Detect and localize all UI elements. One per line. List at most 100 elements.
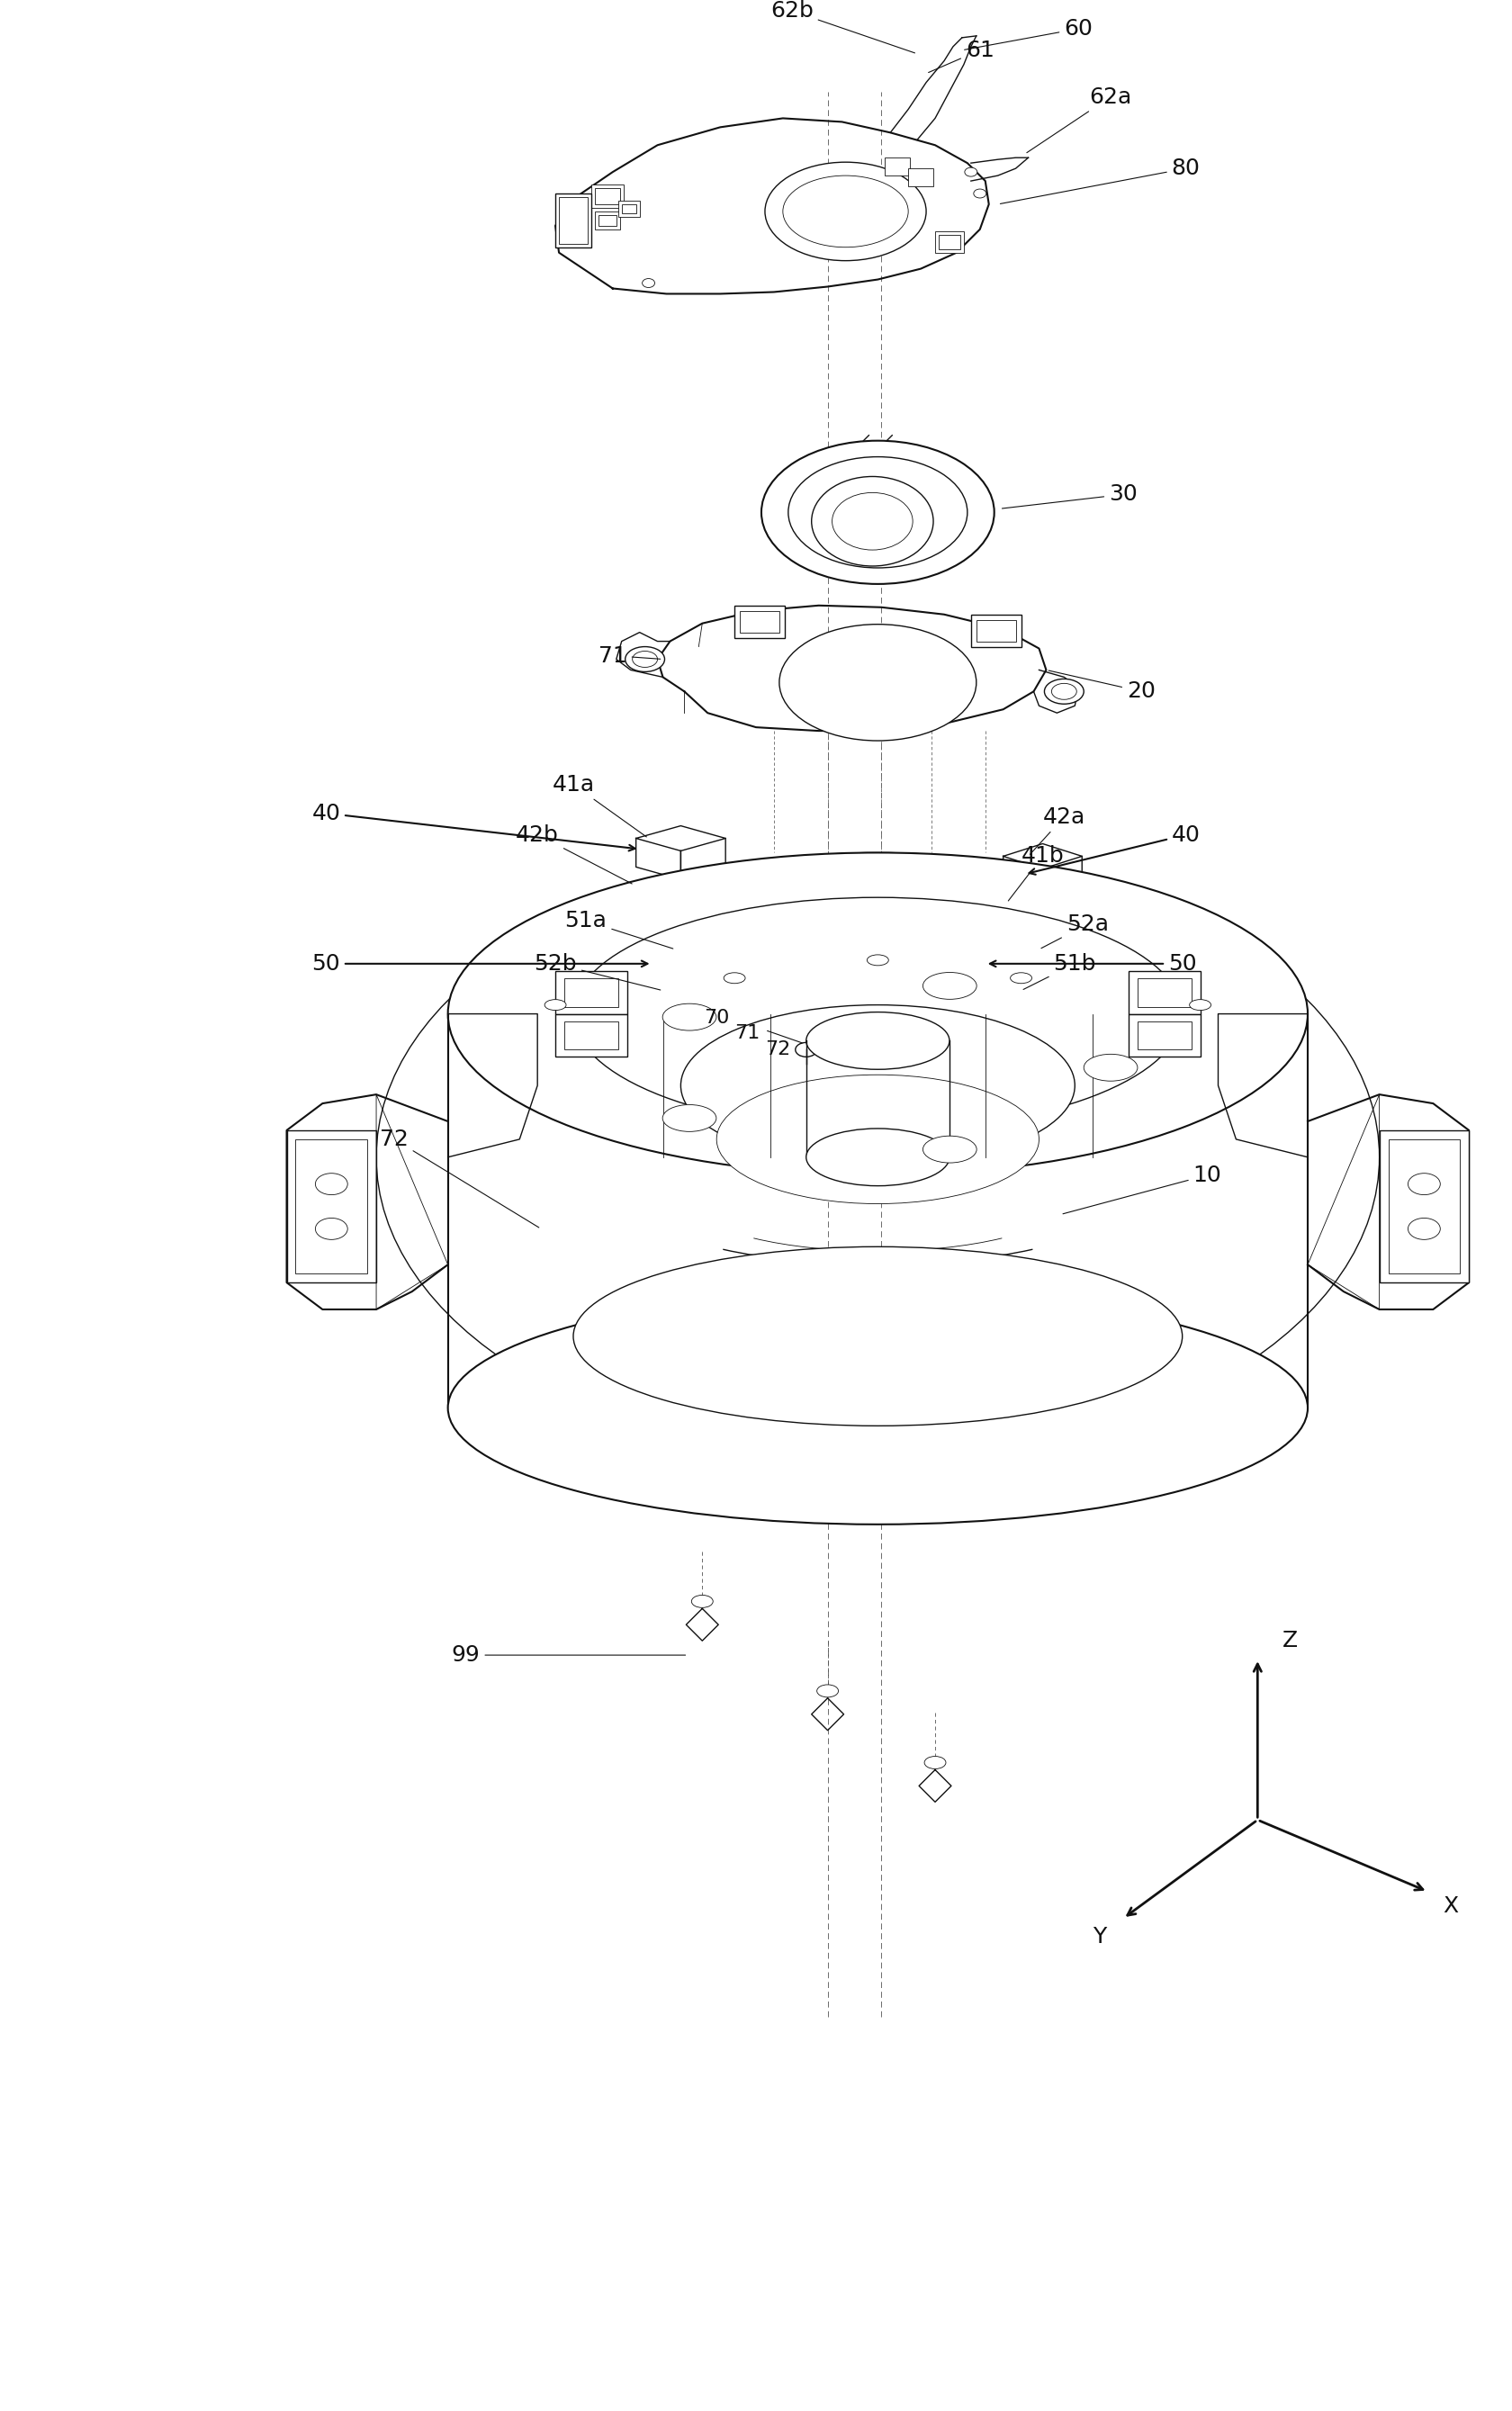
FancyBboxPatch shape [555, 972, 627, 1015]
Ellipse shape [1408, 1174, 1441, 1196]
Text: 60: 60 [965, 17, 1093, 51]
Ellipse shape [668, 945, 729, 984]
Ellipse shape [783, 176, 909, 248]
Ellipse shape [544, 1001, 565, 1010]
Text: 71: 71 [599, 644, 661, 665]
Ellipse shape [652, 986, 711, 1025]
Text: 42a: 42a [1030, 805, 1086, 853]
FancyBboxPatch shape [564, 979, 618, 1008]
Ellipse shape [924, 1755, 947, 1770]
Text: 50: 50 [990, 952, 1196, 974]
Ellipse shape [978, 935, 1070, 993]
FancyBboxPatch shape [934, 231, 963, 253]
FancyBboxPatch shape [287, 1131, 376, 1283]
FancyBboxPatch shape [621, 205, 637, 212]
FancyBboxPatch shape [555, 1015, 627, 1056]
Ellipse shape [626, 646, 665, 673]
Ellipse shape [680, 1005, 1075, 1167]
FancyBboxPatch shape [739, 610, 779, 632]
FancyBboxPatch shape [832, 1032, 856, 1049]
FancyBboxPatch shape [1388, 1140, 1461, 1273]
Ellipse shape [717, 1075, 1039, 1203]
Text: 52b: 52b [534, 952, 661, 991]
Ellipse shape [635, 974, 726, 1034]
Text: 61: 61 [928, 39, 995, 72]
Text: 51b: 51b [1024, 952, 1096, 989]
Ellipse shape [448, 853, 1308, 1174]
Ellipse shape [656, 989, 705, 1020]
Text: 41a: 41a [552, 774, 647, 837]
FancyBboxPatch shape [564, 1020, 618, 1049]
Ellipse shape [1045, 680, 1084, 704]
Ellipse shape [573, 1246, 1182, 1425]
FancyBboxPatch shape [1137, 979, 1191, 1008]
Ellipse shape [632, 651, 658, 668]
Ellipse shape [960, 976, 1052, 1034]
Text: 40: 40 [311, 803, 635, 851]
Ellipse shape [965, 166, 977, 176]
FancyBboxPatch shape [885, 157, 910, 176]
Ellipse shape [762, 441, 995, 583]
FancyBboxPatch shape [599, 215, 617, 227]
Ellipse shape [316, 1174, 348, 1196]
FancyBboxPatch shape [591, 186, 623, 207]
FancyBboxPatch shape [555, 193, 591, 248]
Ellipse shape [1190, 1001, 1211, 1010]
Ellipse shape [643, 280, 655, 287]
Ellipse shape [832, 492, 913, 550]
Text: 50: 50 [311, 952, 647, 974]
Text: 72: 72 [765, 1042, 791, 1058]
Ellipse shape [765, 162, 927, 260]
Ellipse shape [788, 456, 968, 569]
Ellipse shape [922, 972, 977, 998]
Ellipse shape [573, 897, 1182, 1131]
FancyBboxPatch shape [559, 198, 588, 244]
FancyBboxPatch shape [594, 188, 620, 205]
FancyBboxPatch shape [618, 200, 640, 217]
Ellipse shape [1010, 972, 1031, 984]
Text: 30: 30 [1002, 485, 1137, 509]
Text: 62a: 62a [1027, 87, 1132, 152]
Text: 72: 72 [380, 1128, 538, 1227]
Ellipse shape [806, 1013, 950, 1070]
Text: 40: 40 [1030, 825, 1201, 875]
Ellipse shape [653, 933, 744, 993]
Text: 62b: 62b [770, 0, 915, 53]
Text: Z: Z [1282, 1630, 1297, 1652]
Text: 10: 10 [1063, 1165, 1222, 1213]
Ellipse shape [999, 950, 1049, 979]
FancyBboxPatch shape [909, 169, 933, 186]
Ellipse shape [816, 1685, 838, 1697]
FancyBboxPatch shape [735, 605, 785, 639]
Ellipse shape [691, 1596, 714, 1608]
Ellipse shape [974, 188, 986, 198]
Text: 51a: 51a [565, 909, 673, 948]
Ellipse shape [922, 1136, 977, 1162]
FancyBboxPatch shape [1128, 1015, 1201, 1056]
Text: 52a: 52a [1042, 914, 1108, 948]
Ellipse shape [977, 986, 1037, 1025]
Ellipse shape [448, 1292, 1308, 1524]
FancyBboxPatch shape [977, 620, 1016, 641]
Text: 41b: 41b [1009, 846, 1064, 902]
FancyBboxPatch shape [594, 212, 620, 229]
Text: 80: 80 [1001, 157, 1201, 205]
FancyBboxPatch shape [296, 1140, 367, 1273]
Ellipse shape [795, 1042, 816, 1056]
Text: Y: Y [1093, 1926, 1107, 1948]
Ellipse shape [812, 477, 933, 567]
Ellipse shape [662, 1104, 717, 1131]
Text: 42b: 42b [516, 825, 632, 885]
FancyBboxPatch shape [1128, 972, 1201, 1015]
Ellipse shape [674, 948, 723, 979]
FancyBboxPatch shape [827, 1027, 860, 1054]
Ellipse shape [995, 945, 1055, 984]
Ellipse shape [662, 1003, 717, 1029]
FancyBboxPatch shape [1379, 1131, 1470, 1283]
Text: 20: 20 [1049, 670, 1155, 702]
FancyBboxPatch shape [1137, 1020, 1191, 1049]
Ellipse shape [316, 1218, 348, 1239]
Text: 99: 99 [452, 1644, 685, 1666]
Text: X: X [1444, 1895, 1459, 1917]
Ellipse shape [1408, 1218, 1441, 1239]
